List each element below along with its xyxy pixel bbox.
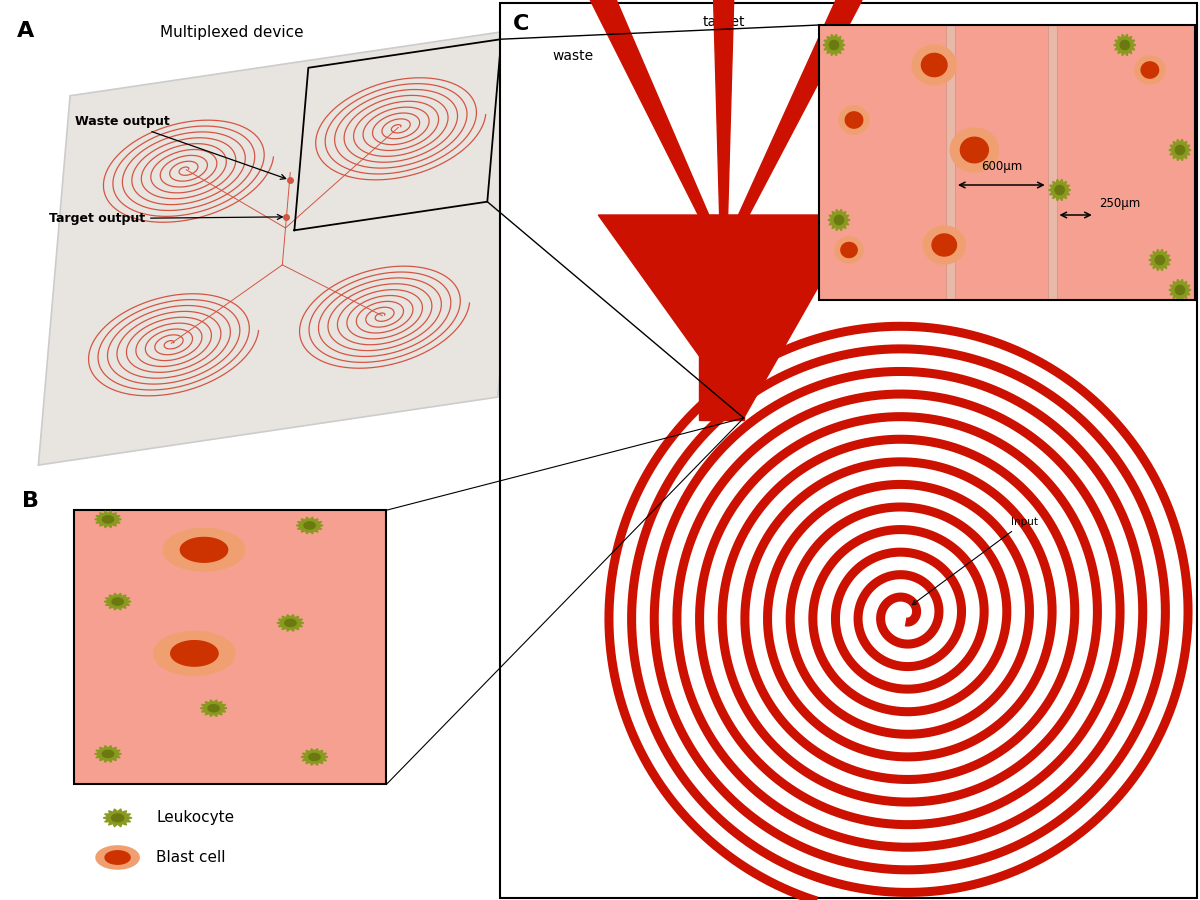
Polygon shape xyxy=(103,809,132,827)
Text: A: A xyxy=(17,22,35,41)
Polygon shape xyxy=(102,516,114,523)
Polygon shape xyxy=(1049,179,1070,201)
Text: Leukocyte: Leukocyte xyxy=(156,810,234,825)
Polygon shape xyxy=(829,40,839,50)
Polygon shape xyxy=(170,641,218,666)
Polygon shape xyxy=(154,632,235,675)
Polygon shape xyxy=(932,234,956,256)
Text: waste: waste xyxy=(864,49,905,63)
Polygon shape xyxy=(1169,140,1190,161)
Text: Target output: Target output xyxy=(49,212,282,225)
Text: Multiplexed device: Multiplexed device xyxy=(160,25,304,40)
Polygon shape xyxy=(839,106,869,134)
Polygon shape xyxy=(835,237,863,263)
Polygon shape xyxy=(95,511,121,527)
Polygon shape xyxy=(1156,256,1164,265)
Polygon shape xyxy=(301,749,328,765)
Polygon shape xyxy=(38,28,529,465)
Text: B: B xyxy=(22,491,38,511)
Polygon shape xyxy=(1141,62,1158,78)
Text: C: C xyxy=(514,14,529,34)
Polygon shape xyxy=(841,242,857,257)
Polygon shape xyxy=(180,537,228,562)
Polygon shape xyxy=(112,598,124,605)
Polygon shape xyxy=(112,814,124,822)
Text: 250μm: 250μm xyxy=(1099,197,1140,210)
Polygon shape xyxy=(845,112,863,128)
Polygon shape xyxy=(1148,249,1171,271)
Bar xyxy=(1048,25,1056,300)
Polygon shape xyxy=(208,705,220,712)
Text: 600μm: 600μm xyxy=(980,160,1022,173)
Polygon shape xyxy=(912,45,956,85)
Polygon shape xyxy=(1135,56,1165,84)
Polygon shape xyxy=(922,53,947,76)
Polygon shape xyxy=(1055,185,1064,194)
Text: Blast cell: Blast cell xyxy=(156,850,226,865)
Polygon shape xyxy=(960,137,989,163)
Polygon shape xyxy=(1169,279,1190,301)
Text: target: target xyxy=(702,15,745,29)
Polygon shape xyxy=(738,0,862,215)
Bar xyxy=(946,25,955,300)
Polygon shape xyxy=(308,753,320,760)
Polygon shape xyxy=(823,34,845,56)
Text: Waste output: Waste output xyxy=(76,115,286,179)
Polygon shape xyxy=(599,215,859,418)
Polygon shape xyxy=(923,226,965,264)
Text: waste: waste xyxy=(553,49,594,63)
Polygon shape xyxy=(284,619,296,626)
Bar xyxy=(818,25,1195,300)
Polygon shape xyxy=(834,215,844,225)
Bar xyxy=(698,215,744,420)
Polygon shape xyxy=(95,745,121,762)
Polygon shape xyxy=(104,593,131,610)
Text: Input: Input xyxy=(912,517,1038,605)
Polygon shape xyxy=(106,850,130,864)
Polygon shape xyxy=(277,615,304,631)
Bar xyxy=(818,25,1195,300)
Polygon shape xyxy=(1175,146,1184,155)
Polygon shape xyxy=(950,128,998,172)
Polygon shape xyxy=(102,751,114,758)
Polygon shape xyxy=(304,522,316,529)
Polygon shape xyxy=(96,846,139,869)
Polygon shape xyxy=(828,210,850,230)
Polygon shape xyxy=(590,0,709,215)
Polygon shape xyxy=(1175,285,1184,294)
Polygon shape xyxy=(163,528,245,572)
Polygon shape xyxy=(1114,34,1136,56)
Polygon shape xyxy=(714,0,733,215)
Polygon shape xyxy=(200,700,227,716)
Polygon shape xyxy=(296,518,323,534)
Bar xyxy=(74,510,386,785)
Polygon shape xyxy=(1120,40,1129,50)
